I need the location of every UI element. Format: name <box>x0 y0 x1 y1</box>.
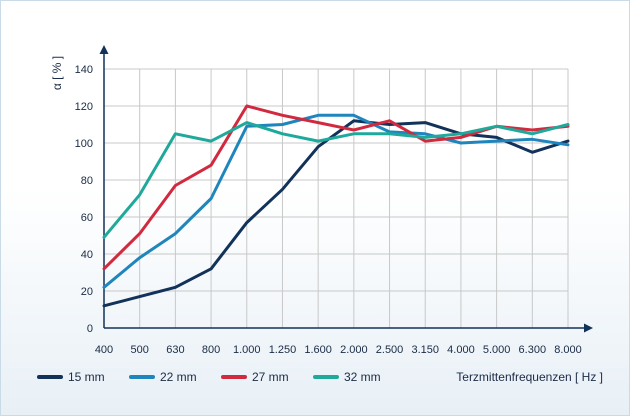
series-line-22-mm <box>102 113 570 289</box>
x-tick-label: 2.500 <box>376 344 404 356</box>
y-axis-label: α [ % ] <box>50 56 64 90</box>
x-tick-label: 400 <box>95 344 113 356</box>
legend-label: 32 mm <box>344 370 381 384</box>
x-tick-label: 1.000 <box>233 344 261 356</box>
series-line-15-mm <box>102 119 570 308</box>
legend-label: 15 mm <box>68 370 105 384</box>
x-tick-label: 800 <box>202 344 220 356</box>
x-tick-label: 5.000 <box>483 344 511 356</box>
y-tick-label: 100 <box>75 138 93 150</box>
series-lines <box>102 104 570 308</box>
grid <box>104 68 569 328</box>
y-tick-label: 20 <box>81 286 93 298</box>
y-tick-label: 140 <box>75 64 93 76</box>
x-tick-label: 3.150 <box>411 344 439 356</box>
y-tick-label: 80 <box>81 175 93 187</box>
x-tick-label: 1.600 <box>304 344 332 356</box>
legend-label: 22 mm <box>160 370 197 384</box>
x-tick-label: 500 <box>131 344 149 356</box>
series-line-27-mm <box>102 104 570 271</box>
y-tick-label: 60 <box>81 212 93 224</box>
series-line-32-mm <box>102 121 570 239</box>
x-axis-arrow <box>584 323 593 333</box>
x-tick-label: 4.000 <box>447 344 475 356</box>
x-tick-label: 6.300 <box>519 344 547 356</box>
x-tick-label: 2.000 <box>340 344 368 356</box>
x-axis-title: Terzmittenfrequenzen [ Hz ] <box>456 370 603 384</box>
y-tick-labels: 0 20 40 60 80 100 120 140 <box>75 64 93 335</box>
x-tick-label: 8.000 <box>554 344 582 356</box>
x-tick-label: 1.250 <box>269 344 297 356</box>
axes <box>99 45 593 333</box>
y-tick-label: 0 <box>87 323 93 335</box>
y-tick-label: 40 <box>81 249 93 261</box>
y-tick-label: 120 <box>75 101 93 113</box>
legend-label: 27 mm <box>252 370 289 384</box>
y-axis-arrow <box>99 45 109 54</box>
x-tick-labels: 400 500 630 800 1.000 1.250 1.600 2.000 2.500 3.1… <box>95 344 582 356</box>
x-tick-label: 630 <box>166 344 184 356</box>
legend: 15 mm 22 mm 27 mm 32 mm <box>37 370 381 384</box>
